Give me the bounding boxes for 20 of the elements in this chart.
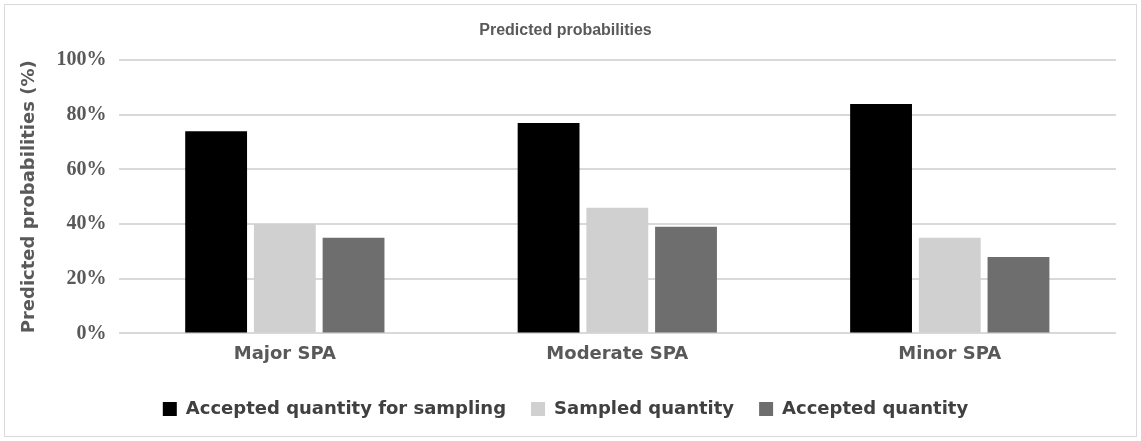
bar — [517, 123, 580, 333]
y-tick-label: 100% — [56, 47, 107, 70]
y-tick-label: 80% — [66, 102, 107, 125]
y-tick-label: 0% — [76, 320, 107, 343]
y-tick-label: 60% — [66, 156, 107, 179]
legend-label: Accepted quantity for sampling — [185, 396, 507, 418]
bar — [655, 226, 717, 333]
x-tick-label: Minor SPA — [898, 341, 1002, 363]
legend-label: Sampled quantity — [554, 396, 735, 418]
bar — [322, 237, 385, 333]
y-tick-label: 20% — [66, 265, 107, 288]
x-tick-label: Major SPA — [233, 341, 336, 363]
bar — [987, 256, 1050, 333]
bar — [185, 131, 248, 333]
x-tick-label: Moderate SPA — [546, 341, 689, 363]
bar — [850, 103, 912, 333]
chart-title: Predicted probabilities — [479, 21, 652, 39]
legend-label: Accepted quantity — [782, 396, 969, 418]
y-tick-label: 40% — [66, 211, 107, 234]
y-axis-title: Predicted probabilities (%) — [17, 60, 39, 334]
